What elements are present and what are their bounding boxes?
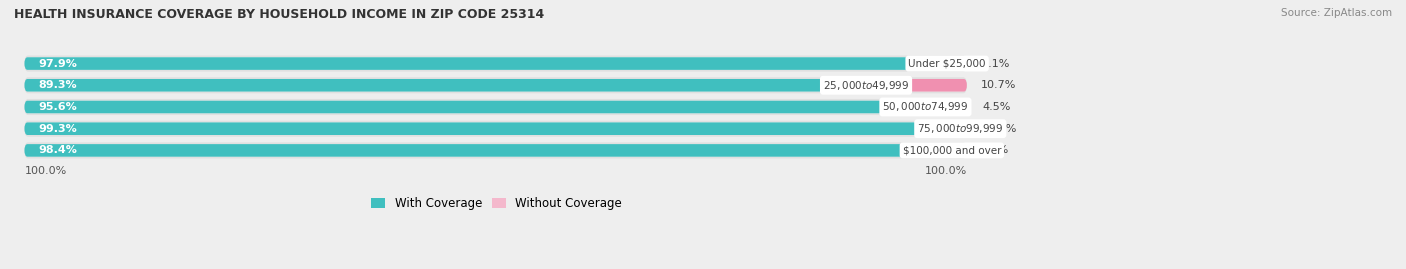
Text: 99.3%: 99.3%	[38, 124, 77, 134]
FancyBboxPatch shape	[25, 101, 966, 113]
FancyBboxPatch shape	[866, 79, 967, 91]
FancyBboxPatch shape	[24, 55, 967, 72]
Text: 89.3%: 89.3%	[38, 80, 77, 90]
FancyBboxPatch shape	[952, 144, 967, 157]
FancyBboxPatch shape	[24, 99, 967, 115]
FancyBboxPatch shape	[25, 57, 966, 70]
FancyBboxPatch shape	[24, 57, 948, 70]
Text: HEALTH INSURANCE COVERAGE BY HOUSEHOLD INCOME IN ZIP CODE 25314: HEALTH INSURANCE COVERAGE BY HOUSEHOLD I…	[14, 8, 544, 21]
Text: 2.1%: 2.1%	[981, 59, 1010, 69]
FancyBboxPatch shape	[24, 101, 925, 113]
FancyBboxPatch shape	[25, 144, 966, 157]
Text: 1.6%: 1.6%	[981, 146, 1010, 155]
FancyBboxPatch shape	[25, 79, 966, 91]
Text: 95.6%: 95.6%	[38, 102, 77, 112]
FancyBboxPatch shape	[960, 122, 967, 135]
Text: $50,000 to $74,999: $50,000 to $74,999	[882, 101, 969, 114]
Text: $75,000 to $99,999: $75,000 to $99,999	[917, 122, 1004, 135]
FancyBboxPatch shape	[24, 77, 967, 93]
FancyBboxPatch shape	[24, 79, 866, 91]
Text: 4.5%: 4.5%	[981, 102, 1011, 112]
Text: 98.4%: 98.4%	[38, 146, 77, 155]
Text: 10.7%: 10.7%	[981, 80, 1017, 90]
FancyBboxPatch shape	[24, 142, 967, 158]
Legend: With Coverage, Without Coverage: With Coverage, Without Coverage	[367, 192, 627, 215]
Text: Source: ZipAtlas.com: Source: ZipAtlas.com	[1281, 8, 1392, 18]
Text: 97.9%: 97.9%	[38, 59, 77, 69]
Text: $100,000 and over: $100,000 and over	[903, 146, 1001, 155]
FancyBboxPatch shape	[948, 57, 967, 70]
Text: 100.0%: 100.0%	[925, 166, 967, 176]
FancyBboxPatch shape	[24, 144, 952, 157]
Text: 100.0%: 100.0%	[24, 166, 66, 176]
FancyBboxPatch shape	[24, 122, 960, 135]
FancyBboxPatch shape	[25, 122, 966, 135]
Text: 0.69%: 0.69%	[981, 124, 1017, 134]
FancyBboxPatch shape	[24, 121, 967, 137]
Text: Under $25,000: Under $25,000	[908, 59, 986, 69]
FancyBboxPatch shape	[925, 101, 967, 113]
Text: $25,000 to $49,999: $25,000 to $49,999	[823, 79, 910, 92]
